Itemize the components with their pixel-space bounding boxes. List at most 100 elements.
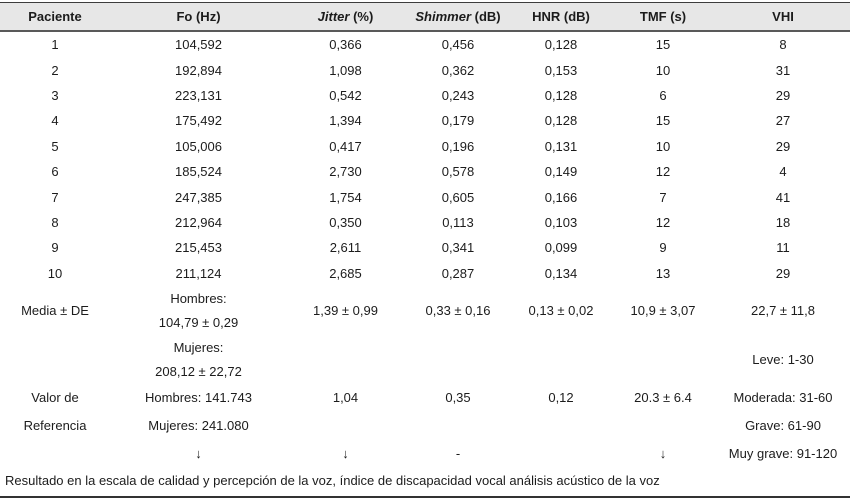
table-row-patient-3: 3 223,131 0,542 0,243 0,128 6 29 bbox=[0, 83, 850, 108]
media-fo-mujeres-label: Mujeres: bbox=[173, 339, 224, 355]
column-header-label: TMF bbox=[639, 9, 667, 24]
cell-ref-vhi: Moderada: 31-60 Grave: 61-90 bbox=[716, 384, 850, 439]
table-row-patient-8: 8 212,964 0,350 0,113 0,103 12 18 bbox=[0, 210, 850, 235]
cell-fo: 104,592 bbox=[175, 37, 222, 53]
cell-ref-shimmer: 0,35 bbox=[445, 390, 471, 406]
ref-label-line2: Referencia bbox=[23, 417, 87, 433]
ref-fo-mujeres: Mujeres: 241.080 bbox=[148, 417, 249, 433]
cell-tmf: 6 bbox=[659, 87, 667, 103]
cell-media-shimmer: 0,33 ± 0,16 bbox=[425, 302, 491, 318]
media-de-label: Media ± DE bbox=[21, 302, 89, 318]
down-arrow-icon: ↓ bbox=[342, 446, 349, 462]
table-row-patient-5: 5 105,006 0,417 0,196 0,131 10 29 bbox=[0, 134, 850, 159]
cell-media-jitter: 1,39 ± 0,99 bbox=[313, 302, 378, 318]
cell-arrow-jitter: ↓ bbox=[287, 439, 404, 469]
cell-fo: 105,006 bbox=[175, 138, 222, 154]
cell-ref-label: Valor de Referencia bbox=[0, 384, 110, 439]
cell-fo: 247,385 bbox=[175, 189, 222, 205]
column-header-hnr: HNR (dB) bbox=[512, 2, 610, 32]
cell-fo: 185,524 bbox=[175, 164, 222, 180]
column-header-label: HNR bbox=[532, 9, 561, 24]
cell-fo: 175,492 bbox=[175, 113, 222, 129]
column-header-label: Shimmer bbox=[415, 9, 472, 24]
cell-fo: 192,894 bbox=[175, 62, 222, 78]
dash-mark: - bbox=[455, 446, 461, 462]
cell-jitter: 2,611 bbox=[329, 240, 362, 256]
cell-shimmer: 0,578 bbox=[441, 164, 475, 180]
table-caption: Resultado en la escala de calidad y perc… bbox=[0, 468, 850, 498]
header-row: Paciente Fo (Hz) Jitter (%) Shimmer (dB)… bbox=[0, 2, 850, 32]
cell-media-tmf: 10,9 ± 3,07 bbox=[630, 302, 696, 318]
cell-vhi: 29 bbox=[775, 138, 791, 154]
cell-vhi: 4 bbox=[779, 164, 787, 180]
cell-jitter: 0,366 bbox=[329, 37, 362, 53]
cell-media-vhi: 22,7 ± 11,8 Leve: 1-30 bbox=[716, 286, 850, 384]
cell-vhi: 8 bbox=[779, 37, 787, 53]
cell-ref-fo: Hombres: 141.743 Mujeres: 241.080 bbox=[110, 384, 287, 439]
cell-media-hnr: 0,13 ± 0,02 bbox=[528, 302, 594, 318]
table-row-patient-9: 9 215,453 2,611 0,341 0,099 9 11 bbox=[0, 235, 850, 260]
cell-vhi: 18 bbox=[775, 214, 791, 230]
cell-arrow-hnr bbox=[512, 439, 610, 469]
cell-hnr: 0,166 bbox=[544, 189, 578, 205]
cell-vhi: 41 bbox=[775, 189, 791, 205]
table-row-patient-6: 6 185,524 2,730 0,578 0,149 12 4 bbox=[0, 159, 850, 184]
cell-paciente: 8 bbox=[51, 214, 59, 230]
table-row-patient-10: 10 211,124 2,685 0,287 0,134 13 29 bbox=[0, 261, 850, 286]
column-header-shimmer: Shimmer (dB) bbox=[404, 2, 512, 32]
table-row-patient-4: 4 175,492 1,394 0,179 0,128 15 27 bbox=[0, 108, 850, 133]
cell-paciente: 3 bbox=[51, 87, 59, 103]
down-arrow-icon: ↓ bbox=[195, 446, 202, 462]
cell-jitter: 0,542 bbox=[329, 87, 362, 103]
cell-paciente: 10 bbox=[47, 265, 63, 281]
cell-hnr: 0,134 bbox=[544, 265, 578, 281]
cell-vhi: 29 bbox=[775, 265, 791, 281]
cell-hnr: 0,128 bbox=[544, 87, 578, 103]
cell-jitter: 1,394 bbox=[329, 113, 362, 129]
column-header-label: Paciente bbox=[28, 9, 82, 24]
cell-tmf: 9 bbox=[659, 240, 667, 256]
cell-shimmer: 0,179 bbox=[441, 113, 475, 129]
column-header-paciente: Paciente bbox=[0, 2, 110, 32]
media-fo-hombres-label: Hombres: bbox=[170, 290, 227, 306]
cell-arrow-tmf: ↓ bbox=[610, 439, 716, 469]
cell-fo: 211,124 bbox=[175, 265, 222, 281]
cell-hnr: 0,128 bbox=[544, 113, 578, 129]
vhi-scale-leve: Leve: 1-30 bbox=[752, 351, 814, 367]
cell-vhi: 31 bbox=[775, 62, 791, 78]
cell-arrow-paciente bbox=[0, 439, 110, 469]
cell-ref-hnr: 0,12 bbox=[548, 390, 574, 406]
cell-paciente: 9 bbox=[51, 240, 59, 256]
table-row-media-de: Media ± DE Hombres: 104,79 ± 0,29 Mujere… bbox=[0, 286, 850, 384]
cell-hnr: 0,128 bbox=[544, 37, 578, 53]
cell-vhi: 29 bbox=[775, 87, 791, 103]
cell-shimmer: 0,456 bbox=[441, 37, 475, 53]
table-caption-row: Resultado en la escala de calidad y perc… bbox=[0, 468, 850, 498]
cell-paciente: 4 bbox=[51, 113, 59, 129]
cell-vhi: 11 bbox=[776, 240, 790, 256]
cell-tmf: 15 bbox=[655, 37, 671, 53]
column-header-label: VHI bbox=[772, 9, 794, 24]
cell-jitter: 2,730 bbox=[329, 164, 362, 180]
column-header-vhi: VHI bbox=[716, 2, 850, 32]
cell-tmf: 10 bbox=[655, 62, 671, 78]
cell-tmf: 13 bbox=[655, 265, 671, 281]
cell-shimmer: 0,605 bbox=[441, 189, 475, 205]
table-row-arrows: ↓ ↓ - ↓ Muy grave: 91-120 bbox=[0, 439, 850, 469]
cell-media-label: Media ± DE bbox=[0, 286, 110, 384]
cell-paciente: 1 bbox=[51, 37, 59, 53]
ref-fo-hombres: Hombres: 141.743 bbox=[145, 390, 252, 406]
cell-jitter: 2,685 bbox=[329, 265, 362, 281]
media-fo-mujeres-value: 208,12 ± 22,72 bbox=[155, 364, 242, 380]
table-row-patient-7: 7 247,385 1,754 0,605 0,166 7 41 bbox=[0, 184, 850, 209]
column-header-label: Fo bbox=[176, 9, 193, 24]
cell-ref-jitter: 1,04 bbox=[332, 390, 359, 406]
cell-shimmer: 0,287 bbox=[441, 265, 475, 281]
table-row-valor-referencia: Valor de Referencia Hombres: 141.743 Muj… bbox=[0, 384, 850, 439]
cell-hnr: 0,103 bbox=[544, 214, 578, 230]
cell-hnr: 0,153 bbox=[544, 62, 578, 78]
cell-jitter: 1,754 bbox=[329, 189, 362, 205]
cell-jitter: 0,350 bbox=[329, 214, 362, 230]
